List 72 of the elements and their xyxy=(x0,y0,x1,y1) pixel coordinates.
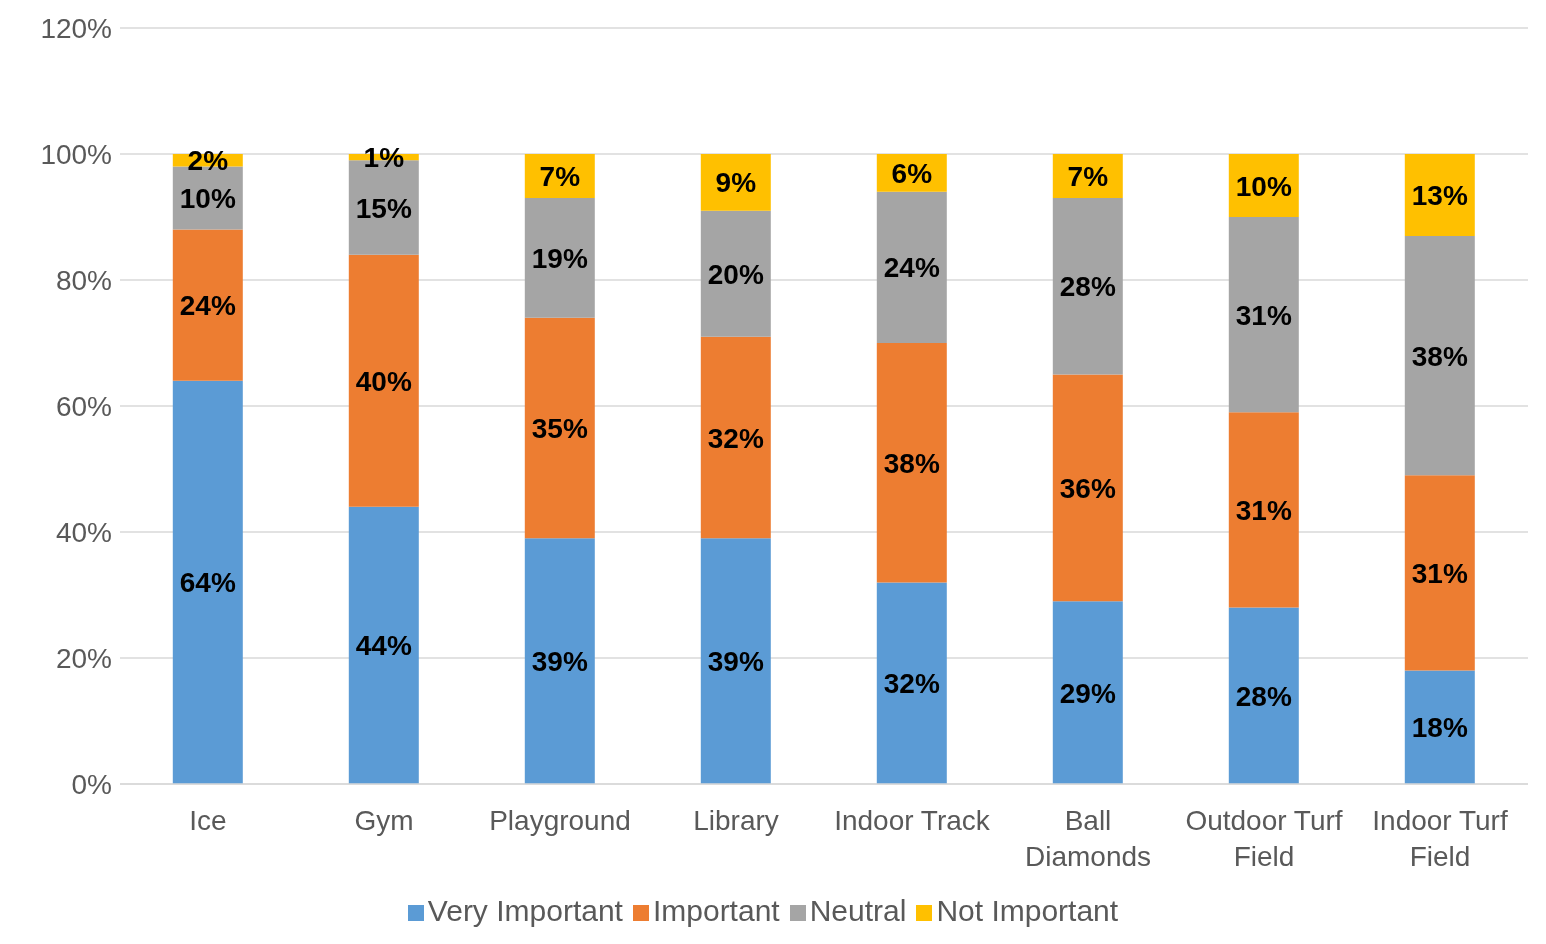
data-label: 28% xyxy=(1235,680,1292,712)
data-label: 29% xyxy=(1059,677,1116,709)
bar xyxy=(876,191,947,343)
y-tick-label: 20% xyxy=(55,642,112,674)
y-tick-label: 120% xyxy=(40,12,112,44)
y-tick-label: 60% xyxy=(55,390,112,422)
x-tick-label: Ice xyxy=(189,805,227,836)
bar xyxy=(700,336,771,539)
bar xyxy=(1404,670,1475,784)
bar xyxy=(876,582,947,784)
bar xyxy=(700,210,771,337)
data-label: 31% xyxy=(1411,557,1468,589)
data-label: 10% xyxy=(1235,170,1292,202)
data-label: 24% xyxy=(179,290,236,322)
x-tick-label: Outdoor Turf Field xyxy=(1185,805,1343,872)
data-label: 40% xyxy=(355,365,412,397)
data-label: 32% xyxy=(707,422,764,454)
data-label: 20% xyxy=(707,258,764,290)
data-label: 7% xyxy=(539,161,581,193)
data-label: 9% xyxy=(715,167,757,199)
y-tick-label: 80% xyxy=(55,264,112,296)
bar xyxy=(1052,374,1123,602)
bar xyxy=(524,538,595,784)
y-tick-label: 40% xyxy=(55,516,112,548)
bar xyxy=(1228,607,1299,784)
bar xyxy=(524,317,595,539)
legend-label: Important xyxy=(652,894,780,927)
data-label: 39% xyxy=(707,646,764,678)
data-label: 28% xyxy=(1059,271,1116,303)
bar xyxy=(172,229,243,381)
data-label: 36% xyxy=(1059,472,1116,504)
data-label: 15% xyxy=(355,192,412,224)
legend-label: Not Important xyxy=(936,894,1119,927)
bar xyxy=(1228,217,1299,413)
bar xyxy=(524,198,595,318)
data-label: 24% xyxy=(883,252,940,284)
bar xyxy=(1404,475,1475,671)
data-label: 32% xyxy=(883,668,940,700)
x-tick-label: Ball Diamonds xyxy=(1024,805,1152,872)
data-label: 64% xyxy=(179,567,236,599)
data-label: 44% xyxy=(355,630,412,662)
data-label: 39% xyxy=(531,646,588,678)
y-tick-label: 0% xyxy=(71,768,112,800)
bar xyxy=(172,380,243,784)
data-label: 19% xyxy=(531,242,588,274)
bar xyxy=(876,343,947,583)
data-label: 31% xyxy=(1235,299,1292,331)
bar xyxy=(1228,412,1299,608)
data-label: 38% xyxy=(1411,340,1468,372)
data-label: 35% xyxy=(531,413,588,445)
bar xyxy=(348,506,419,784)
data-label: 7% xyxy=(1067,161,1109,193)
x-tick-label: Indoor Track xyxy=(834,805,991,836)
x-tick-label: Library xyxy=(693,805,779,836)
data-label: 18% xyxy=(1411,712,1468,744)
bar xyxy=(1404,235,1475,476)
data-label: 6% xyxy=(891,157,933,189)
data-label: 31% xyxy=(1235,494,1292,526)
legend-label: Very Important xyxy=(427,894,623,927)
data-label: 13% xyxy=(1411,179,1468,211)
x-tick-label: Indoor Turf Field xyxy=(1372,805,1508,872)
y-tick-label: 100% xyxy=(40,138,112,170)
bar xyxy=(700,538,771,784)
bar xyxy=(1052,198,1123,375)
bar xyxy=(1404,154,1475,236)
legend-label: Neutral xyxy=(809,894,907,927)
bar xyxy=(348,254,419,507)
data-label: 38% xyxy=(883,447,940,479)
x-tick-label: Gym xyxy=(354,805,414,836)
bar xyxy=(1052,601,1123,784)
data-label: 10% xyxy=(179,183,236,215)
x-tick-label: Playground xyxy=(489,805,631,836)
